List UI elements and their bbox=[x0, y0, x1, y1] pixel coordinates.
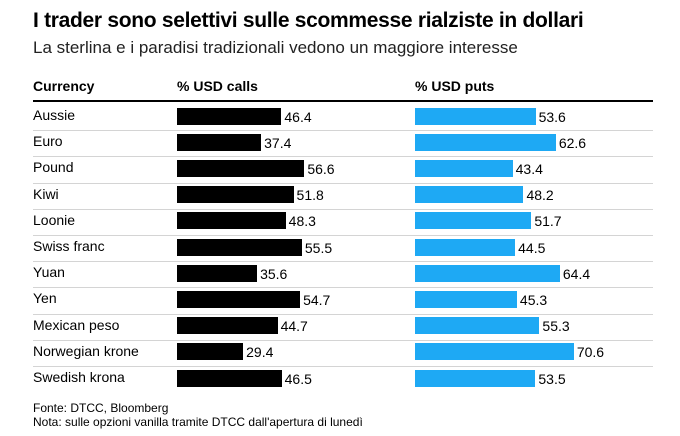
usd-puts-value-yuan: 64.4 bbox=[562, 265, 591, 282]
row-separator bbox=[33, 314, 653, 315]
footnote: Nota: sulle opzioni vanilla tramite DTCC… bbox=[33, 415, 363, 429]
currency-label-norwegian-krone: Norwegian krone bbox=[33, 342, 139, 359]
usd-calls-bar-euro bbox=[177, 133, 262, 151]
usd-puts-bar-mexican-peso bbox=[415, 317, 540, 335]
usd-calls-value-loonie: 48.3 bbox=[288, 213, 316, 230]
usd-calls-value-kiwi: 51.8 bbox=[296, 187, 324, 204]
usd-calls-bar-mexican-peso bbox=[177, 317, 278, 335]
usd-calls-value-euro: 37.4 bbox=[264, 134, 292, 151]
usd-calls-bar-pound bbox=[177, 159, 305, 177]
currency-label-aussie: Aussie bbox=[33, 107, 76, 123]
usd-calls-value-norwegian-krone: 29.4 bbox=[246, 344, 274, 361]
currency-label-mexican-peso: Mexican peso bbox=[33, 316, 120, 333]
usd-calls-bar-aussie bbox=[177, 107, 282, 125]
usd-calls-value-swedish-krona: 46.5 bbox=[284, 370, 312, 387]
usd-calls-value-mexican-peso: 44.7 bbox=[280, 318, 308, 335]
header-rule bbox=[33, 100, 653, 102]
row-separator bbox=[33, 183, 653, 184]
usd-calls-value-yen: 54.7 bbox=[303, 291, 331, 308]
usd-puts-bar-yuan bbox=[415, 264, 560, 282]
chart-subtitle: La sterlina e i paradisi tradizionali ve… bbox=[33, 38, 518, 57]
usd-puts-bar-aussie bbox=[415, 107, 536, 125]
usd-calls-column-header: % USD calls bbox=[177, 78, 258, 94]
usd-puts-value-swedish-krona: 53.5 bbox=[538, 370, 566, 387]
row-separator bbox=[33, 156, 653, 157]
usd-calls-bar-loonie bbox=[177, 212, 286, 230]
usd-calls-value-swiss-franc: 55.5 bbox=[304, 239, 333, 256]
usd-calls-value-aussie: 46.4 bbox=[284, 108, 312, 125]
row-separator bbox=[33, 209, 653, 210]
row-separator bbox=[33, 130, 653, 131]
row-separator bbox=[33, 235, 653, 236]
usd-puts-value-mexican-peso: 55.3 bbox=[542, 318, 570, 335]
row-separator bbox=[33, 366, 653, 367]
usd-puts-value-norwegian-krone: 70.6 bbox=[576, 344, 605, 361]
usd-calls-bar-swiss-franc bbox=[177, 238, 302, 256]
usd-puts-bar-swedish-krona bbox=[415, 369, 536, 387]
currency-label-euro: Euro bbox=[33, 133, 63, 150]
usd-puts-value-aussie: 53.6 bbox=[538, 108, 566, 125]
usd-calls-bar-swedish-krona bbox=[177, 369, 282, 387]
currency-label-swiss-franc: Swiss franc bbox=[33, 238, 105, 254]
usd-puts-value-euro: 62.6 bbox=[558, 134, 587, 151]
currency-label-pound: Pound bbox=[33, 159, 74, 176]
row-separator bbox=[33, 340, 653, 341]
row-separator bbox=[33, 261, 653, 262]
usd-calls-bar-yuan bbox=[177, 264, 258, 282]
usd-puts-bar-pound bbox=[415, 159, 513, 177]
usd-puts-value-kiwi: 48.2 bbox=[526, 187, 554, 204]
usd-puts-value-loonie: 51.7 bbox=[534, 213, 562, 230]
usd-calls-value-pound: 56.6 bbox=[307, 160, 335, 177]
usd-puts-column-header: % USD puts bbox=[415, 78, 495, 94]
usd-calls-bar-norwegian-krone bbox=[177, 343, 244, 361]
usd-puts-bar-kiwi bbox=[415, 186, 524, 204]
usd-calls-bar-yen bbox=[177, 290, 301, 308]
usd-puts-bar-loonie bbox=[415, 212, 532, 230]
usd-puts-bar-yen bbox=[415, 290, 517, 308]
usd-puts-bar-euro bbox=[415, 133, 556, 151]
currency-label-kiwi: Kiwi bbox=[33, 185, 59, 202]
usd-calls-bar-kiwi bbox=[177, 186, 294, 204]
usd-calls-value-yuan: 35.6 bbox=[260, 265, 288, 282]
currency-label-yen: Yen bbox=[33, 290, 57, 307]
usd-puts-value-swiss-franc: 44.5 bbox=[518, 239, 546, 256]
usd-puts-value-pound: 43.4 bbox=[515, 160, 543, 177]
currency-label-yuan: Yuan bbox=[33, 264, 65, 281]
usd-puts-bar-swiss-franc bbox=[415, 238, 516, 256]
chart-title: I trader sono selettivi sulle scommesse … bbox=[33, 9, 584, 32]
currency-label-swedish-krona: Swedish krona bbox=[33, 369, 125, 385]
usd-puts-value-yen: 45.3 bbox=[519, 291, 548, 308]
row-separator bbox=[33, 287, 653, 288]
currency-column-header: Currency bbox=[33, 78, 95, 94]
usd-puts-bar-norwegian-krone bbox=[415, 343, 574, 361]
source-note: Fonte: DTCC, Bloomberg bbox=[33, 401, 169, 415]
currency-label-loonie: Loonie bbox=[33, 211, 76, 228]
